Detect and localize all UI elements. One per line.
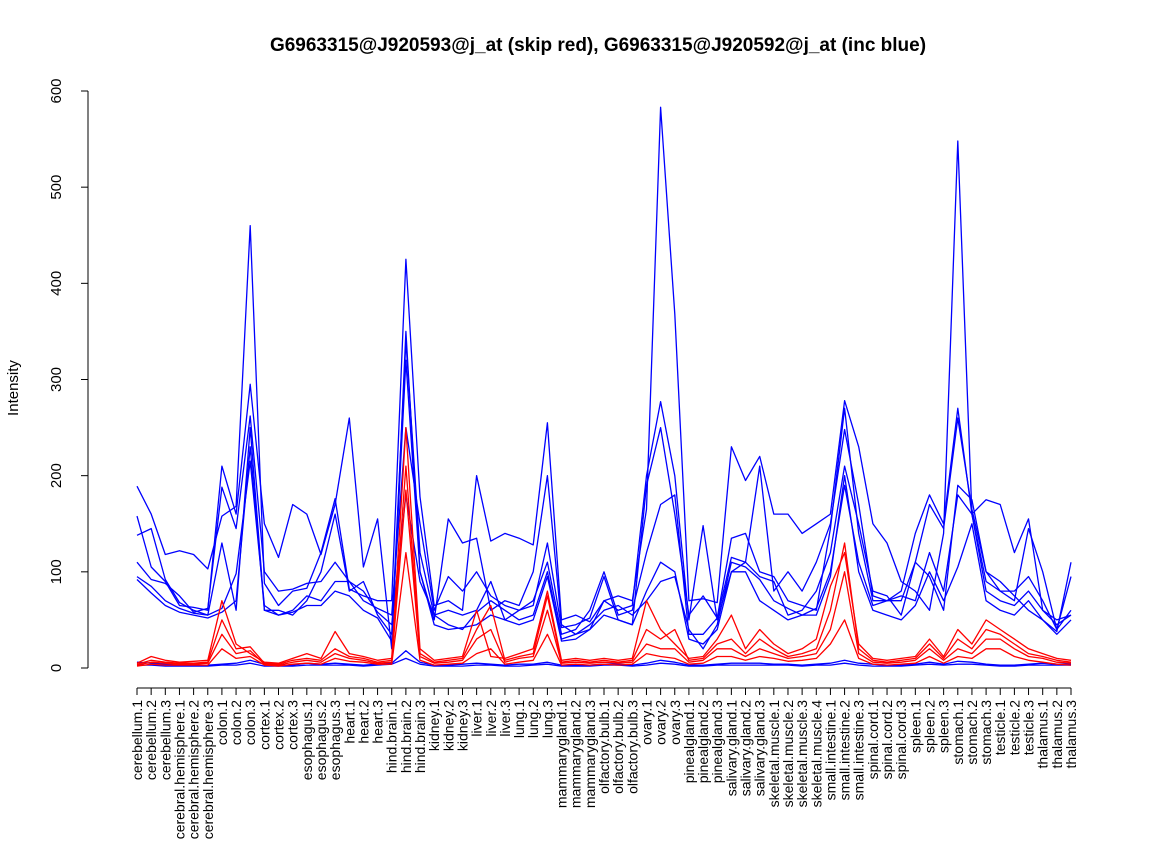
- x-tick-label: pinealgland.3: [709, 700, 725, 784]
- x-tick-label: cortex.2: [271, 700, 287, 750]
- x-tick-label: stomach.2: [964, 700, 980, 765]
- x-tick-label: hind.brain.2: [398, 700, 414, 773]
- x-tick-label: small.intestine.3: [851, 700, 867, 801]
- x-tick-label: skeletal.muscle.3: [794, 700, 810, 808]
- x-tick-label: heart.3: [370, 700, 386, 744]
- x-tick-label: kidney.2: [440, 700, 456, 751]
- y-axis-label: Intensity: [5, 360, 22, 416]
- x-tick-label: skeletal.muscle.1: [766, 700, 782, 808]
- x-tick-label: cerebellum.3: [157, 700, 173, 780]
- x-tick-label: esophagus.2: [313, 700, 329, 780]
- x-tick-label: kidney.1: [426, 700, 442, 751]
- series-line-skip-4: [136, 551, 1072, 667]
- x-tick-label: esophagus.3: [327, 700, 343, 780]
- x-tick-label: esophagus.1: [299, 700, 315, 780]
- x-tick-label: cortex.1: [256, 700, 272, 750]
- series-line-skip-2: [136, 465, 1072, 665]
- x-tick-label: heart.1: [341, 700, 357, 744]
- x-axis: cerebellum.1cerebellum.2cerebellum.3cere…: [129, 687, 1079, 840]
- series-line-skip-3: [136, 489, 1072, 666]
- x-tick-label: ovary.1: [638, 700, 654, 745]
- x-tick-label: lung.3: [539, 700, 555, 738]
- x-tick-label: olfactory.bulb.1: [596, 700, 612, 794]
- x-tick-label: liver.1: [469, 700, 485, 737]
- x-tick-label: thalamus.3: [1063, 700, 1079, 769]
- y-tick-label: 0: [48, 664, 65, 672]
- y-tick-label: 400: [48, 271, 65, 296]
- x-tick-label: olfactory.bulb.2: [610, 700, 626, 794]
- x-tick-label: spleen.3: [936, 700, 952, 753]
- x-tick-label: spleen.2: [921, 700, 937, 753]
- x-tick-label: colon.2: [228, 700, 244, 745]
- x-tick-label: cerebral.hemisphere.3: [200, 700, 216, 840]
- x-tick-label: olfactory.bulb.3: [624, 700, 640, 794]
- y-axis: 0 100 200 300 400 500 600: [48, 78, 89, 672]
- chart-title: G6963315@J920593@j_at (skip red), G69633…: [270, 35, 926, 56]
- x-tick-label: ovary.3: [667, 700, 683, 745]
- x-tick-label: colon.1: [214, 700, 230, 745]
- x-tick-label: spinal.cord.3: [893, 700, 909, 780]
- x-tick-label: testicle.1: [992, 700, 1008, 755]
- x-tick-label: lung.1: [511, 700, 527, 738]
- x-tick-label: mammarygland.3: [582, 700, 598, 808]
- x-tick-label: thalamus.1: [1035, 700, 1051, 769]
- x-tick-label: heart.2: [355, 700, 371, 744]
- series-layer: [136, 106, 1072, 667]
- x-tick-label: pinealgland.2: [695, 700, 711, 784]
- series-line-inc-6: [136, 359, 1072, 645]
- x-tick-label: mammarygland.1: [554, 700, 570, 808]
- x-tick-label: salivary.gland.3: [752, 700, 768, 796]
- x-tick-label: cerebellum.1: [129, 700, 145, 780]
- x-tick-label: testicle.2: [1006, 700, 1022, 755]
- x-tick-label: spinal.cord.1: [865, 700, 881, 780]
- y-tick-label: 500: [48, 175, 65, 200]
- x-tick-label: skeletal.muscle.4: [808, 700, 824, 808]
- x-tick-label: stomach.1: [950, 700, 966, 765]
- x-tick-label: cerebral.hemisphere.2: [186, 700, 202, 840]
- x-tick-label: stomach.3: [978, 700, 994, 765]
- x-tick-label: salivary.gland.1: [723, 700, 739, 796]
- series-line-inc-3: [136, 340, 1072, 635]
- y-tick-label: 300: [48, 367, 65, 392]
- x-tick-label: testicle.3: [1021, 700, 1037, 755]
- series-line-inc-1: [136, 106, 1072, 623]
- y-tick-label: 200: [48, 463, 65, 488]
- x-tick-label: spinal.cord.2: [879, 700, 895, 780]
- x-tick-label: ovary.2: [653, 700, 669, 745]
- x-tick-label: kidney.3: [454, 700, 470, 751]
- x-tick-label: salivary.gland.2: [738, 700, 754, 796]
- x-tick-label: hind.brain.3: [412, 700, 428, 773]
- x-tick-label: cerebellum.2: [143, 700, 159, 780]
- x-tick-label: liver.2: [483, 700, 499, 737]
- series-line-skip-1: [136, 426, 1072, 664]
- x-tick-label: small.intestine.2: [837, 700, 853, 801]
- x-tick-label: hind.brain.1: [384, 700, 400, 773]
- x-tick-label: small.intestine.1: [822, 700, 838, 801]
- x-tick-label: cortex.3: [285, 700, 301, 750]
- y-tick-label: 600: [48, 78, 65, 103]
- x-tick-label: pinealgland.1: [681, 700, 697, 784]
- x-tick-label: thalamus.2: [1049, 700, 1065, 769]
- x-tick-label: cerebral.hemisphere.1: [171, 700, 187, 840]
- x-tick-label: lung.2: [525, 700, 541, 738]
- x-tick-label: spleen.1: [907, 700, 923, 753]
- x-tick-label: skeletal.muscle.2: [780, 700, 796, 808]
- series-line-inc-5: [136, 460, 1072, 650]
- x-tick-label: mammarygland.2: [568, 700, 584, 808]
- series-line-inc-8: [137, 657, 1071, 667]
- x-tick-label: colon.3: [242, 700, 258, 745]
- x-tick-label: liver.3: [497, 700, 513, 737]
- series-line-inc-4: [136, 415, 1072, 635]
- series-line-inc-2: [136, 330, 1072, 650]
- y-tick-label: 100: [48, 559, 65, 584]
